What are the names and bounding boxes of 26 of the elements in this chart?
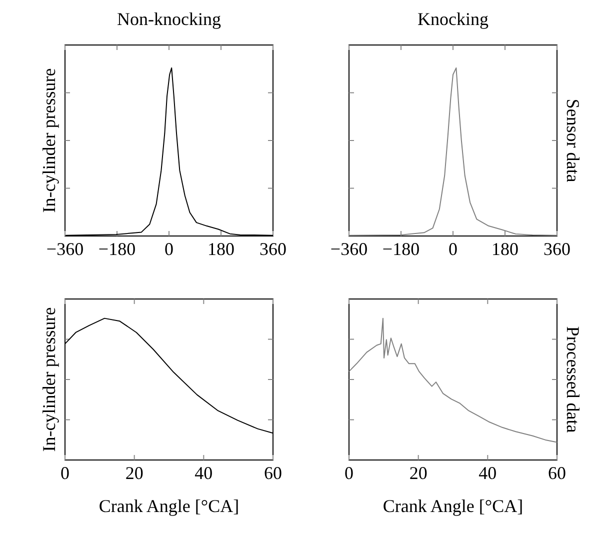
chart-title: Non-knocking bbox=[117, 9, 221, 29]
y2-axis-title: Processed data bbox=[563, 326, 583, 433]
x-tick-label: 20 bbox=[409, 463, 428, 483]
x-tick-label: −360 bbox=[46, 239, 84, 259]
x-tick-label: 40 bbox=[194, 463, 213, 483]
x-tick-label: 60 bbox=[548, 463, 566, 483]
x-tick-label: 360 bbox=[544, 239, 570, 259]
x-tick-label: 0 bbox=[344, 463, 354, 483]
x-tick-label: 20 bbox=[125, 463, 144, 483]
x-tick-label: −360 bbox=[330, 239, 368, 259]
x-tick-label: 180 bbox=[492, 239, 518, 259]
x-tick-label: 60 bbox=[264, 463, 282, 483]
x-tick-label: 0 bbox=[60, 463, 70, 483]
x-tick-label: −180 bbox=[382, 239, 420, 259]
x-tick-label: 360 bbox=[260, 239, 286, 259]
y2-axis-title: Sensor data bbox=[563, 98, 583, 182]
x-tick-label: 40 bbox=[478, 463, 497, 483]
x-tick-label: 0 bbox=[164, 239, 174, 259]
x-axis-title: Crank Angle [°CA] bbox=[98, 496, 240, 516]
x-tick-label: 180 bbox=[208, 239, 234, 259]
y-axis-title: In-cylinder pressure bbox=[39, 307, 59, 452]
chart-title: Knocking bbox=[418, 9, 488, 29]
x-tick-label: 0 bbox=[448, 239, 458, 259]
y-axis-title: In-cylinder pressure bbox=[39, 68, 59, 213]
x-axis-title: Crank Angle [°CA] bbox=[382, 496, 524, 516]
x-tick-label: −180 bbox=[98, 239, 136, 259]
